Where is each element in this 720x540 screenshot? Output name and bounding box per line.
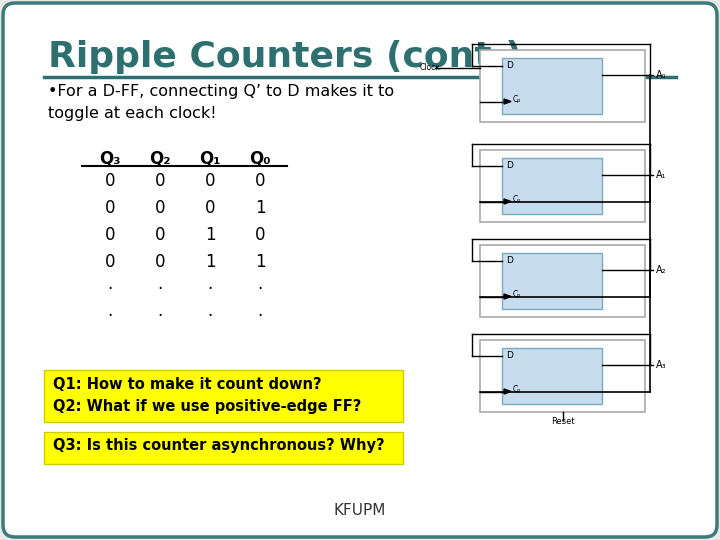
Bar — [480, 150, 645, 222]
Text: ·: · — [158, 307, 163, 325]
Text: Reset: Reset — [551, 417, 575, 426]
Text: D: D — [506, 351, 513, 360]
Text: 0: 0 — [155, 253, 166, 271]
Text: ·: · — [107, 280, 112, 298]
Text: 0: 0 — [155, 226, 166, 244]
Text: ·: · — [257, 280, 263, 298]
Text: 0: 0 — [255, 226, 265, 244]
Text: Ripple Counters (cont.): Ripple Counters (cont.) — [48, 40, 522, 74]
Text: Cₚ: Cₚ — [513, 195, 521, 204]
Text: 0: 0 — [155, 172, 166, 190]
Text: Q1: How to make it count down?
Q2: What if we use positive-edge FF?: Q1: How to make it count down? Q2: What … — [53, 377, 361, 414]
Text: 0: 0 — [204, 172, 215, 190]
Text: ·: · — [257, 307, 263, 325]
Text: Q3: Is this counter asynchronous? Why?: Q3: Is this counter asynchronous? Why? — [53, 438, 384, 453]
Text: •For a D-FF, connecting Q’ to D makes it to
toggle at each clock!: •For a D-FF, connecting Q’ to D makes it… — [48, 84, 394, 121]
Polygon shape — [504, 294, 511, 299]
Bar — [480, 340, 645, 412]
Text: A₂: A₂ — [656, 265, 667, 275]
Text: 1: 1 — [204, 253, 215, 271]
Bar — [480, 50, 645, 122]
Text: ·: · — [158, 280, 163, 298]
Text: Clocκ: Clocκ — [420, 64, 441, 72]
Text: Cₚ: Cₚ — [513, 95, 521, 104]
Text: 1: 1 — [255, 199, 265, 217]
Text: A₁: A₁ — [656, 170, 667, 180]
Text: A₀: A₀ — [656, 70, 667, 80]
Text: Q₃: Q₃ — [99, 150, 121, 168]
Text: ·: · — [207, 307, 212, 325]
Text: 0: 0 — [104, 172, 115, 190]
Text: 0: 0 — [104, 253, 115, 271]
Text: Cₚ: Cₚ — [513, 290, 521, 299]
Text: D: D — [506, 256, 513, 265]
Text: 1: 1 — [204, 226, 215, 244]
Text: ·: · — [207, 280, 212, 298]
Bar — [502, 158, 602, 214]
Bar — [502, 348, 602, 404]
Text: D: D — [506, 61, 513, 70]
Bar — [480, 245, 645, 317]
Bar — [502, 253, 602, 309]
Polygon shape — [504, 199, 511, 204]
Text: 0: 0 — [104, 199, 115, 217]
Text: 0: 0 — [155, 199, 166, 217]
Text: 0: 0 — [104, 226, 115, 244]
Polygon shape — [504, 99, 511, 104]
Text: KFUPM: KFUPM — [334, 503, 386, 518]
Text: Cₚ: Cₚ — [513, 385, 521, 394]
Bar — [502, 58, 602, 114]
Text: Q₁: Q₁ — [199, 150, 221, 168]
Text: 0: 0 — [204, 199, 215, 217]
Polygon shape — [504, 389, 511, 394]
Text: ·: · — [107, 307, 112, 325]
FancyBboxPatch shape — [44, 432, 403, 464]
Text: 1: 1 — [255, 253, 265, 271]
Text: Q₀: Q₀ — [249, 150, 271, 168]
Text: D: D — [506, 161, 513, 170]
FancyBboxPatch shape — [3, 3, 717, 537]
FancyBboxPatch shape — [44, 370, 403, 422]
Text: A₃: A₃ — [656, 360, 667, 370]
Text: 0: 0 — [255, 172, 265, 190]
Text: Q₂: Q₂ — [149, 150, 171, 168]
